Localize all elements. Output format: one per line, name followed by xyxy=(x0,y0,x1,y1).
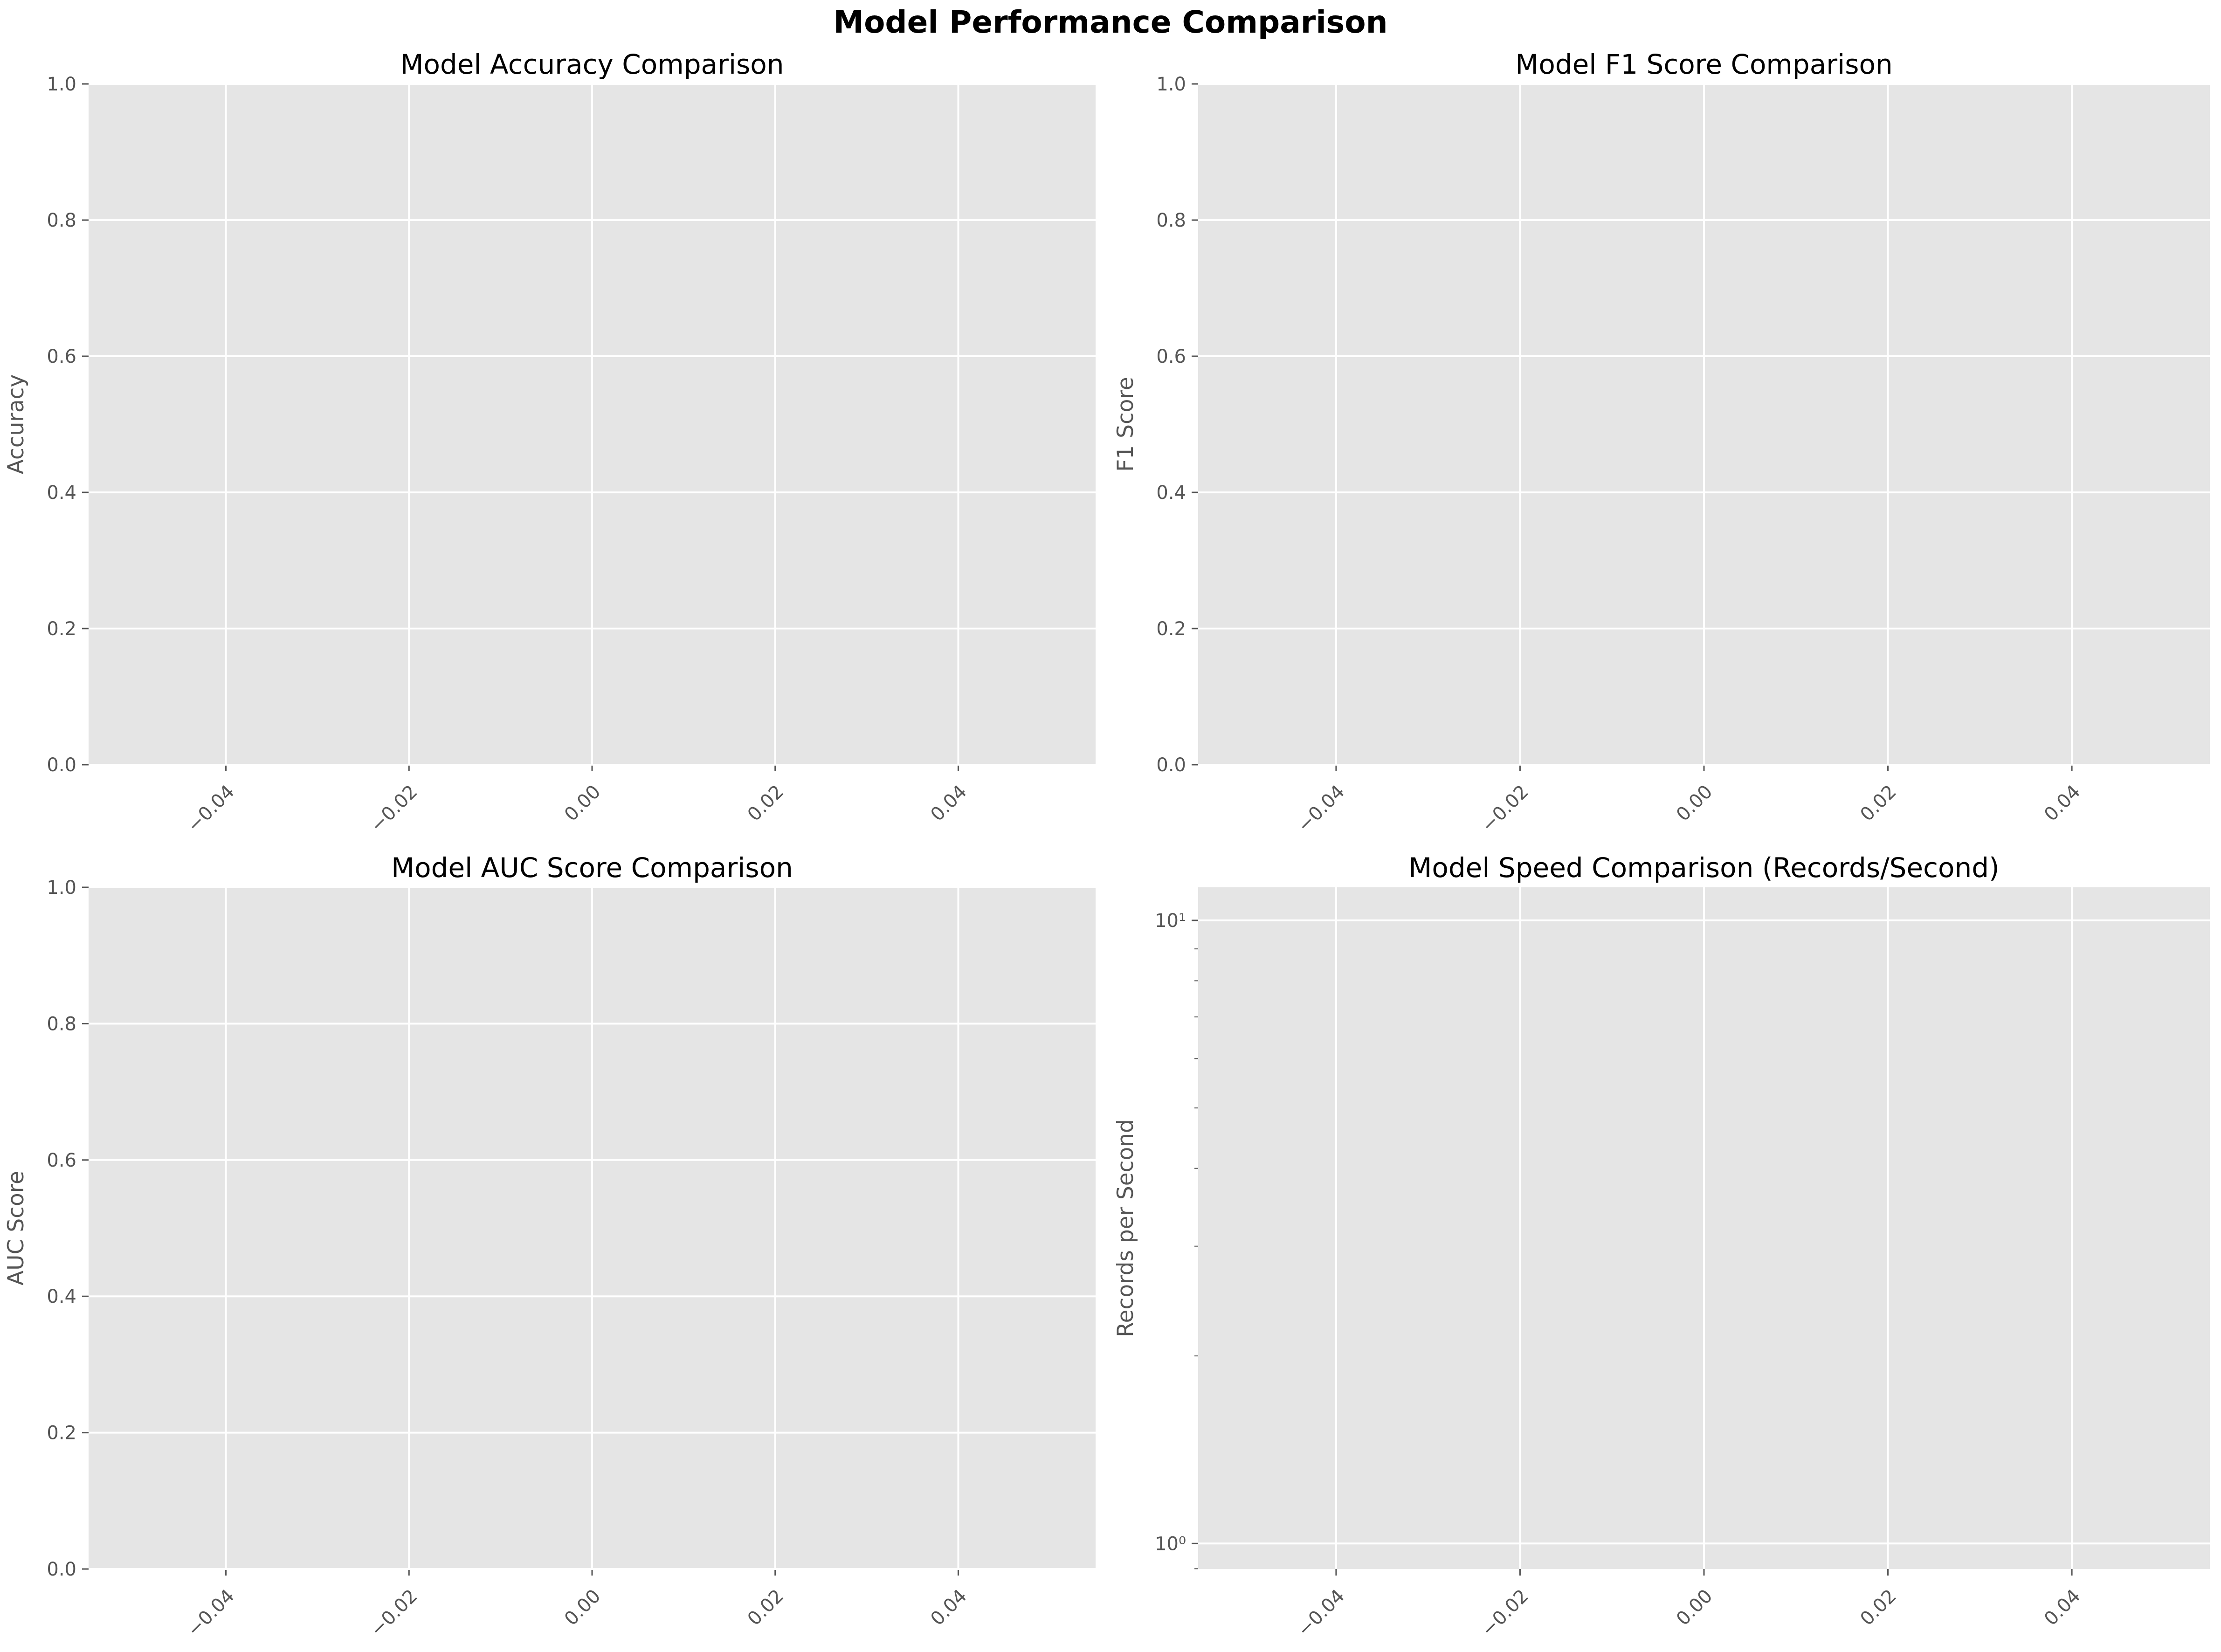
y-tick-label: 0.0 xyxy=(47,1559,76,1580)
y-tick-label: 0.8 xyxy=(1156,210,1186,231)
x-tick-label: −0.04 xyxy=(183,781,239,836)
x-tick-label: 0.04 xyxy=(926,1585,971,1630)
x-tick-label: 0.00 xyxy=(1672,1585,1717,1630)
y-tick-label: 0.6 xyxy=(47,346,76,367)
y-axis-label: Accuracy xyxy=(3,374,29,475)
y-tick-label: 0.6 xyxy=(47,1150,76,1171)
x-tick-label: 0.02 xyxy=(1856,1585,1901,1630)
x-tick-label: 0.04 xyxy=(2040,1585,2085,1630)
subplot-title: Model Speed Comparison (Records/Second) xyxy=(1408,852,1999,884)
x-tick-label: −0.02 xyxy=(1477,1585,1533,1641)
x-tick-label: 0.04 xyxy=(926,781,971,826)
y-tick-label: 0.4 xyxy=(47,1286,76,1307)
subplot-accuracy: −0.04 −0.02 0.00 0.02 0.04 0.0 0.2 0.4 0.6 0.8 1.0… xyxy=(3,48,1096,836)
x-tick-label: 0.04 xyxy=(2040,781,2085,826)
figure-title: Model Performance Comparison xyxy=(833,4,1388,40)
y-tick-label: 0.8 xyxy=(47,210,76,231)
y-tick-label: 0.0 xyxy=(1156,754,1186,776)
y-tick-label: 0.2 xyxy=(47,618,76,640)
subplot-speed: −0.04 −0.02 0.00 0.02 0.04 10⁰ 10¹ Model Speed … xyxy=(1113,852,2210,1641)
y-axis-label: F1 Score xyxy=(1113,377,1138,472)
y-tick-label: 10⁰ xyxy=(1155,1533,1186,1555)
x-tick-label: 0.00 xyxy=(1672,781,1717,826)
x-tick-label: 0.00 xyxy=(560,781,605,826)
y-tick-label: 0.8 xyxy=(47,1013,76,1035)
y-tick-label: 1.0 xyxy=(47,877,76,899)
x-tick-label: −0.04 xyxy=(1293,1585,1349,1641)
y-tick-label: 0.4 xyxy=(47,482,76,504)
x-tick-label: −0.04 xyxy=(1293,781,1349,836)
y-tick-label: 10¹ xyxy=(1155,910,1186,932)
subplot-auc-score: −0.04 −0.02 0.00 0.02 0.04 0.0 0.2 0.4 0.6 0.8 1.0… xyxy=(3,852,1096,1641)
subplot-title: Model AUC Score Comparison xyxy=(391,852,793,884)
subplot-title: Model Accuracy Comparison xyxy=(400,48,784,80)
subplot-f1-score: −0.04 −0.02 0.00 0.02 0.04 0.0 0.2 0.4 0.6 0.8 1.0… xyxy=(1113,48,2210,836)
y-tick-label: 0.4 xyxy=(1156,482,1186,504)
x-tick-label: −0.04 xyxy=(183,1585,239,1641)
x-tick-label: −0.02 xyxy=(1477,781,1533,836)
x-tick-label: 0.00 xyxy=(560,1585,605,1630)
y-axis-label: Records per Second xyxy=(1113,1119,1138,1337)
x-tick-label: −0.02 xyxy=(366,781,422,836)
y-tick-label: 0.2 xyxy=(47,1423,76,1444)
y-tick-label: 0.2 xyxy=(1156,618,1186,640)
y-axis-label: AUC Score xyxy=(3,1171,29,1286)
x-tick-label: 0.02 xyxy=(744,781,788,826)
y-tick-label: 1.0 xyxy=(1156,74,1186,95)
x-tick-label: 0.02 xyxy=(744,1585,788,1630)
y-tick-label: 0.6 xyxy=(1156,346,1186,367)
y-tick-label: 1.0 xyxy=(47,74,76,95)
x-tick-label: −0.02 xyxy=(366,1585,422,1641)
subplot-title: Model F1 Score Comparison xyxy=(1515,48,1892,80)
y-tick-label: 0.0 xyxy=(47,754,76,776)
x-tick-label: 0.02 xyxy=(1856,781,1901,826)
